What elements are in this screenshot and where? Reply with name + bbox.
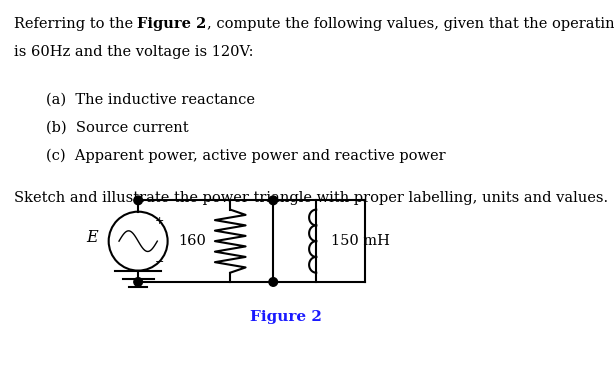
- Ellipse shape: [134, 278, 142, 286]
- Text: is 60Hz and the voltage is 120V:: is 60Hz and the voltage is 120V:: [14, 45, 253, 59]
- Text: 160: 160: [178, 234, 206, 248]
- Text: (b)  Source current: (b) Source current: [46, 121, 188, 135]
- Ellipse shape: [269, 196, 278, 205]
- Text: (c)  Apparent power, active power and reactive power: (c) Apparent power, active power and rea…: [46, 148, 446, 163]
- Text: Figure 2: Figure 2: [249, 310, 322, 324]
- Text: −: −: [154, 257, 164, 267]
- Ellipse shape: [269, 278, 278, 286]
- Ellipse shape: [134, 196, 142, 205]
- Text: E: E: [86, 229, 98, 246]
- Text: Referring to the: Referring to the: [14, 17, 138, 31]
- Text: Sketch and illustrate the power triangle with proper labelling, units and values: Sketch and illustrate the power triangle…: [14, 191, 608, 205]
- Text: , compute the following values, given that the operating frequency: , compute the following values, given th…: [207, 17, 614, 31]
- Text: 150 mH: 150 mH: [331, 234, 389, 248]
- Text: (a)  The inductive reactance: (a) The inductive reactance: [46, 93, 255, 107]
- Text: Figure 2: Figure 2: [138, 17, 207, 31]
- Text: +: +: [154, 216, 164, 226]
